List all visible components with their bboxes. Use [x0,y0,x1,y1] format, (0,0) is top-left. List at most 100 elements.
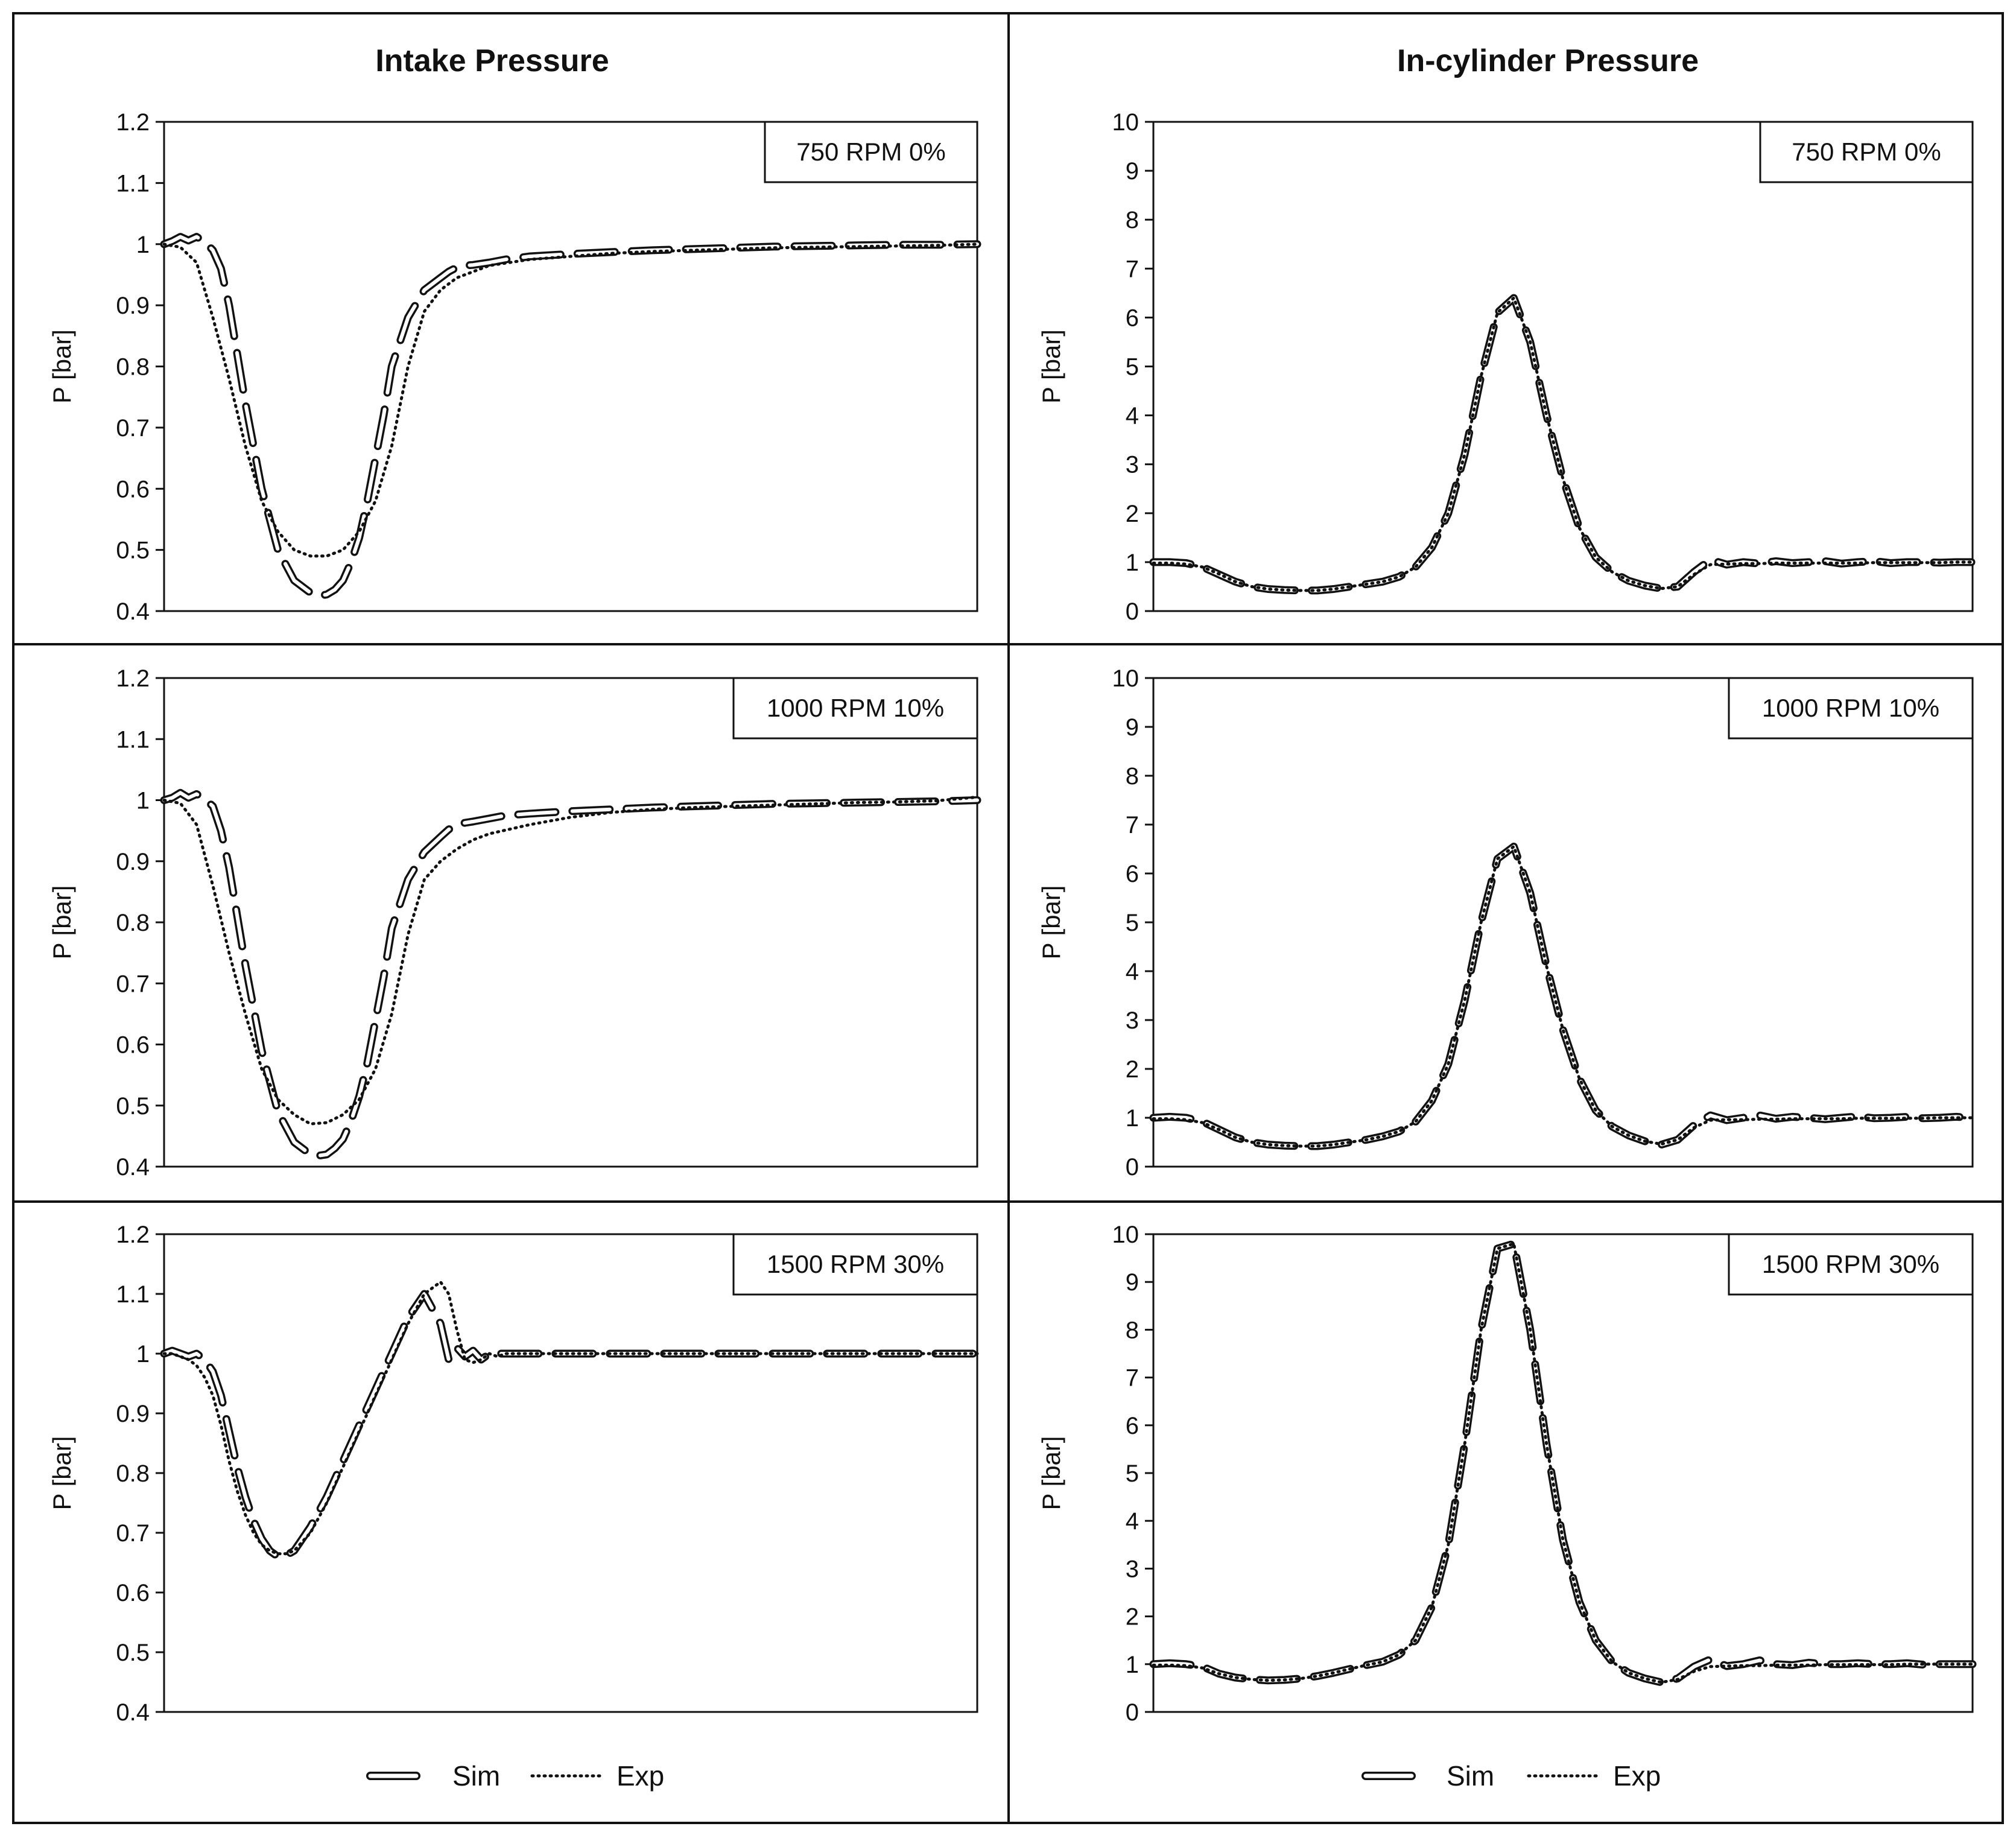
y-tick-label: 0.4 [116,1699,150,1726]
legend-exp-label: Exp [617,1760,664,1792]
y-tick-label: 7 [1126,1365,1139,1392]
y-tick-label: 6 [1126,1413,1139,1439]
series-sim-line-inner [162,235,979,598]
chart-panel-cylinder-750: 0 1 2 3 4 5 6 7 8 9 10 P [bar] 750 RPM 0% [1037,109,1977,625]
y-tick-label: 0.5 [116,1640,150,1666]
y-axis-label: P [bar] [48,886,76,960]
y-tick-label: 3 [1126,1007,1139,1034]
condition-box [1728,677,1974,740]
y-tick-label: 9 [1126,1269,1139,1296]
y-tick-label: 7 [1126,256,1139,282]
y-tick-label: 3 [1126,1556,1139,1582]
y-tick-label: 0 [1126,1154,1139,1181]
y-tick-label: 4 [1126,959,1139,985]
y-tick-label: 1.1 [116,170,150,197]
y-tick-label: 0.7 [116,971,150,997]
series-sim-line-inner [162,791,979,1158]
y-tick-label: 1.2 [116,665,150,692]
column-title-intake: Intake Pressure [375,43,609,78]
y-tick-label: 2 [1126,1056,1139,1083]
y-tick-label: 0.9 [116,849,150,875]
y-tick-label: 1 [136,1341,150,1368]
series-exp-line [1152,296,1974,592]
y-tick-label: 0.7 [116,415,150,442]
chart-panel-cylinder-1500: 0 1 2 3 4 5 6 7 8 9 10 P [bar] 1500 RPM 30% [1037,1222,1977,1726]
legend-sim-label: Sim [1447,1760,1494,1792]
y-tick-label: 5 [1126,1460,1139,1487]
y-tick-label: 4 [1126,1508,1139,1535]
legend-left: Sim Exp [366,1760,664,1792]
y-tick-label: 0 [1126,1699,1139,1726]
legend-right: Sim Exp [1361,1760,1661,1792]
y-tick-label: 2 [1126,501,1139,527]
legend-exp-label: Exp [1613,1760,1661,1792]
y-tick-label: 1 [136,232,150,258]
y-tick-label: 5 [1126,910,1139,936]
legend-sim-label: Sim [452,1760,500,1792]
y-tick-label: 1.2 [116,1222,150,1248]
condition-label: 750 RPM 0% [796,138,945,166]
series-exp-line [162,242,979,558]
condition-label: 1500 RPM 30% [767,1250,944,1278]
y-axis-label: P [bar] [1037,329,1065,404]
y-tick-label: 10 [1112,1222,1140,1248]
y-tick-label: 0.6 [116,1032,150,1059]
chart-panel-intake-1000: 0.4 0.5 0.6 0.7 0.8 0.9 1 1.1 1.2 P [bar] 1000 RPM… [48,665,981,1181]
series-exp-line [162,1280,979,1556]
condition-label: 750 RPM 0% [1792,138,1941,166]
series-exp-line [162,795,979,1126]
condition-box [732,1233,978,1296]
y-tick-label: 0.9 [116,293,150,319]
chart-panel-cylinder-1000: 0 1 2 3 4 5 6 7 8 9 10 P [bar] 1000 RPM 10% [1037,665,1977,1181]
y-tick-label: 0.6 [116,476,150,502]
y-tick-label: 5 [1126,354,1139,381]
y-tick-label: 0.4 [116,598,150,625]
y-tick-label: 0.4 [116,1154,150,1181]
y-tick-label: 6 [1126,305,1139,331]
y-tick-label: 1.2 [116,109,150,136]
y-tick-label: 9 [1126,158,1139,185]
y-tick-label: 0.9 [116,1401,150,1427]
chart-panel-intake-1500: 0.4 0.5 0.6 0.7 0.8 0.9 1 1.1 1.2 P [bar] 1500 RPM… [48,1222,981,1726]
y-tick-label: 1 [1126,1105,1139,1132]
y-tick-label: 0 [1126,598,1139,625]
condition-box [764,121,978,183]
y-tick-label: 10 [1112,665,1140,692]
condition-box [1728,1233,1974,1296]
y-tick-label: 1 [1126,1652,1139,1678]
y-tick-label: 8 [1126,763,1139,790]
series-exp-line [1152,1242,1974,1684]
y-tick-label: 6 [1126,861,1139,887]
y-tick-label: 0.8 [116,910,150,936]
series-exp-line [1152,845,1974,1148]
y-tick-label: 7 [1126,812,1139,838]
condition-box [1759,121,1974,183]
y-axis-label: P [bar] [1037,886,1065,960]
y-tick-label: 8 [1126,1317,1139,1343]
y-tick-label: 8 [1126,207,1139,233]
y-tick-label: 0.5 [116,537,150,564]
y-tick-label: 0.8 [116,1460,150,1487]
y-tick-label: 9 [1126,714,1139,741]
column-title-cylinder: In-cylinder Pressure [1397,43,1699,78]
y-axis-label: P [bar] [48,1436,76,1510]
y-tick-label: 1.1 [116,1281,150,1308]
y-tick-label: 1 [136,788,150,814]
y-axis-label: P [bar] [1037,1436,1065,1510]
y-tick-label: 0.8 [116,354,150,381]
y-axis-label: P [bar] [48,329,76,404]
condition-label: 1000 RPM 10% [1762,694,1939,722]
y-tick-label: 3 [1126,452,1139,478]
y-tick-label: 1.1 [116,726,150,753]
y-tick-label: 0.5 [116,1093,150,1120]
condition-box [732,677,978,740]
condition-label: 1500 RPM 30% [1762,1250,1939,1278]
y-tick-label: 2 [1126,1604,1139,1631]
y-tick-label: 1 [1126,550,1139,576]
chart-panel-intake-750: 0.4 0.5 0.6 0.7 0.8 0.9 1 1.1 1.2 P [bar] 750 RPM … [48,109,981,625]
y-tick-label: 10 [1112,109,1140,136]
y-tick-label: 4 [1126,403,1139,429]
y-tick-label: 0.6 [116,1580,150,1606]
condition-label: 1000 RPM 10% [767,694,944,722]
